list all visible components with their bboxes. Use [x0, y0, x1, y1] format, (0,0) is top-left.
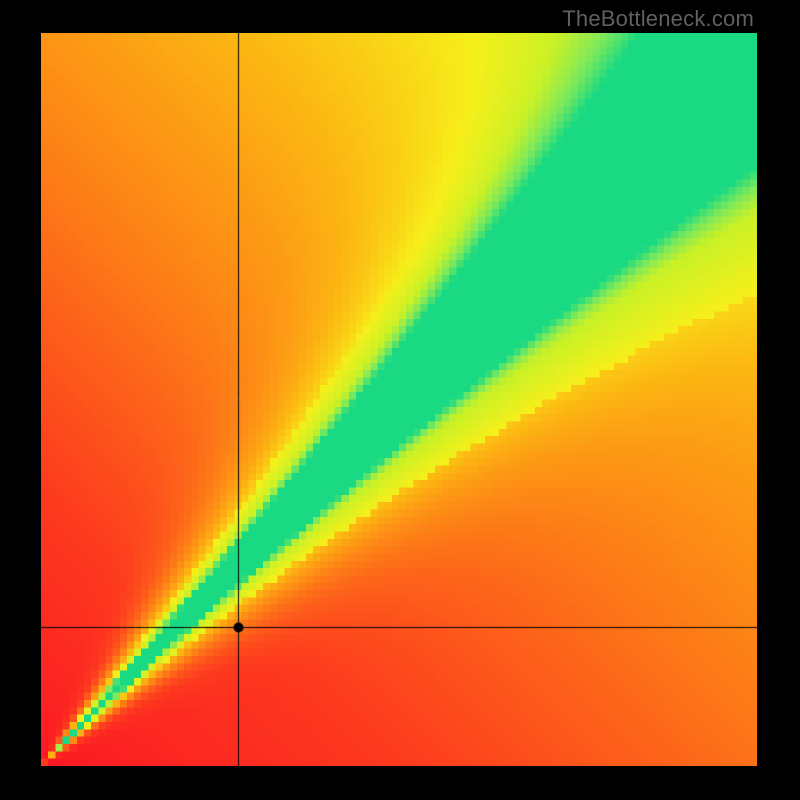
watermark-text: TheBottleneck.com — [562, 6, 754, 32]
chart-container: TheBottleneck.com — [0, 0, 800, 800]
crosshair-overlay — [41, 33, 757, 766]
